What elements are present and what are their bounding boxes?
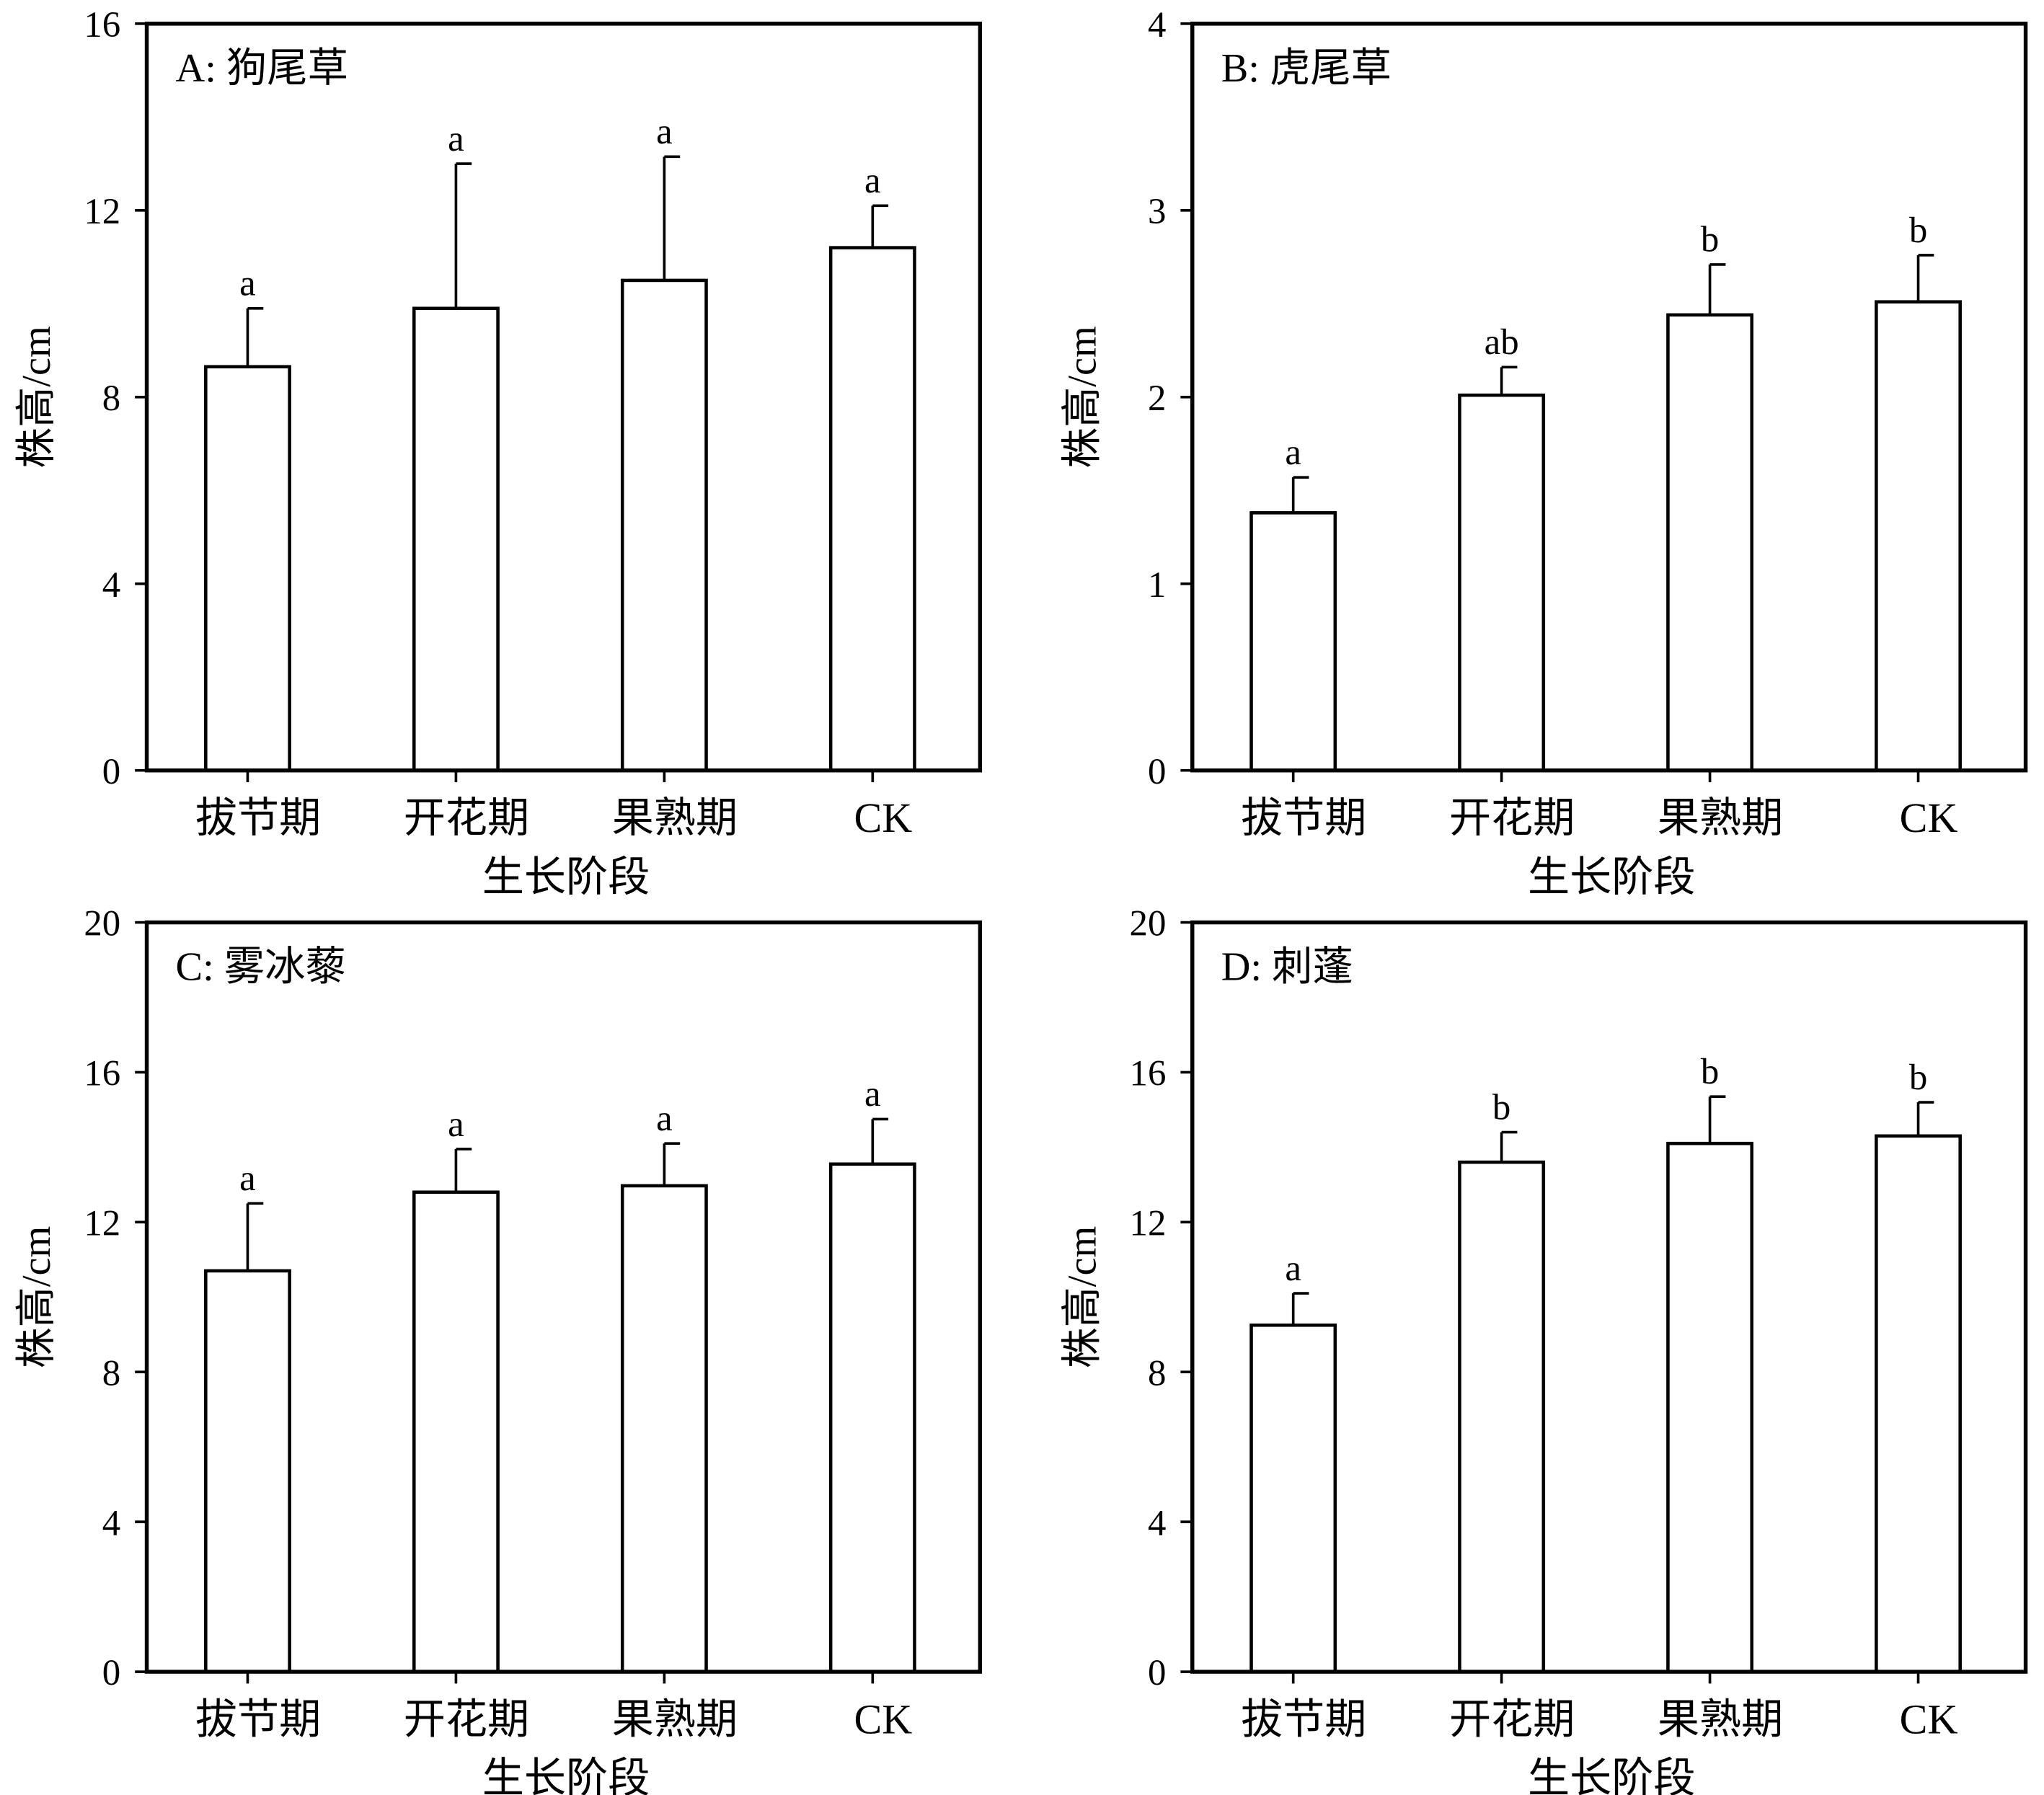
y-axis-label: 株高/cm bbox=[1060, 326, 1105, 468]
y-tick-label: 4 bbox=[1148, 1503, 1166, 1543]
y-tick-label: 12 bbox=[84, 192, 120, 232]
significance-letter: a bbox=[1285, 433, 1301, 473]
bar bbox=[1875, 300, 1962, 772]
x-tick-label: CK bbox=[1900, 794, 1958, 841]
x-tick-label: 果熟期 bbox=[1658, 794, 1783, 841]
x-tick-label: 果熟期 bbox=[612, 794, 738, 841]
significance-letter: a bbox=[239, 1158, 256, 1199]
x-axis-label: 生长阶段 bbox=[1528, 854, 1696, 900]
y-axis-label: 株高/cm bbox=[14, 326, 59, 468]
x-tick-label: 果熟期 bbox=[612, 1696, 738, 1742]
panel-title: A: 狗尾草 bbox=[176, 46, 348, 91]
bar bbox=[1458, 1160, 1546, 1674]
y-tick-label: 16 bbox=[84, 1054, 120, 1094]
significance-letter: ab bbox=[1485, 322, 1519, 363]
y-axis-label: 株高/cm bbox=[14, 1226, 59, 1368]
x-axis-label: 生长阶段 bbox=[1528, 1755, 1696, 1795]
panel-title: C: 雾冰藜 bbox=[176, 944, 346, 989]
x-tick-label: 拔节期 bbox=[1241, 1696, 1366, 1742]
bar bbox=[620, 278, 708, 772]
y-tick-label: 2 bbox=[1148, 378, 1166, 419]
significance-letter: b bbox=[1492, 1087, 1510, 1127]
bar bbox=[1666, 1141, 1754, 1674]
significance-letter: b bbox=[1701, 1052, 1719, 1092]
bar bbox=[620, 1184, 708, 1674]
x-tick-label: 果熟期 bbox=[1658, 1696, 1783, 1742]
y-tick-label: 0 bbox=[102, 1653, 120, 1693]
y-tick-label: 16 bbox=[1130, 1054, 1167, 1094]
x-tick-label: 拔节期 bbox=[195, 1696, 321, 1742]
x-tick-label: 拔节期 bbox=[1241, 794, 1366, 841]
x-tick-label: 拔节期 bbox=[195, 794, 321, 841]
bar bbox=[1458, 393, 1546, 772]
y-tick-label: 0 bbox=[1148, 1653, 1166, 1693]
x-tick-label: CK bbox=[854, 794, 912, 841]
bar bbox=[828, 246, 916, 772]
significance-letter: a bbox=[656, 1099, 673, 1139]
y-tick-label: 4 bbox=[1148, 5, 1166, 45]
x-tick-label: 开花期 bbox=[404, 794, 529, 841]
panel-title: B: 虎尾草 bbox=[1221, 46, 1392, 91]
x-tick-label: CK bbox=[854, 1696, 912, 1742]
bar bbox=[204, 365, 291, 772]
significance-letter: a bbox=[1285, 1249, 1301, 1289]
x-axis-label: 生长阶段 bbox=[482, 1755, 650, 1795]
bar bbox=[1249, 511, 1337, 772]
bar bbox=[828, 1162, 916, 1674]
plot-frame bbox=[144, 920, 983, 1674]
significance-letter: a bbox=[656, 112, 673, 152]
y-tick-label: 20 bbox=[84, 904, 120, 944]
significance-letter: a bbox=[448, 119, 464, 159]
significance-letter: b bbox=[1909, 1058, 1927, 1098]
y-tick-label: 0 bbox=[1148, 752, 1166, 792]
bar bbox=[412, 1190, 500, 1674]
y-tick-label: 4 bbox=[102, 565, 120, 606]
x-tick-label: 开花期 bbox=[1449, 794, 1575, 841]
y-tick-label: 0 bbox=[102, 752, 120, 792]
bar bbox=[1875, 1134, 1962, 1674]
x-axis-label: 生长阶段 bbox=[482, 854, 650, 900]
x-tick-label: 开花期 bbox=[404, 1696, 529, 1742]
significance-letter: a bbox=[239, 264, 256, 304]
x-tick-label: 开花期 bbox=[1449, 1696, 1575, 1742]
y-tick-label: 12 bbox=[84, 1204, 120, 1244]
y-tick-label: 16 bbox=[84, 5, 120, 45]
significance-letter: b bbox=[1909, 210, 1927, 251]
y-axis-label: 株高/cm bbox=[1060, 1226, 1105, 1368]
panel-title: D: 刺蓬 bbox=[1221, 944, 1353, 989]
bar bbox=[204, 1269, 291, 1674]
bar bbox=[1249, 1323, 1337, 1674]
y-tick-label: 4 bbox=[102, 1503, 120, 1543]
plot-frame bbox=[1190, 920, 2028, 1674]
x-tick-label: CK bbox=[1900, 1696, 1958, 1742]
bar bbox=[412, 306, 500, 772]
y-tick-label: 20 bbox=[1130, 904, 1167, 944]
y-tick-label: 8 bbox=[1148, 1353, 1166, 1393]
significance-letter: b bbox=[1701, 220, 1719, 260]
significance-letter: a bbox=[448, 1104, 464, 1145]
y-tick-label: 12 bbox=[1130, 1204, 1167, 1244]
y-tick-label: 8 bbox=[102, 1353, 120, 1393]
significance-letter: a bbox=[864, 161, 881, 201]
y-tick-label: 1 bbox=[1148, 565, 1166, 606]
y-tick-label: 3 bbox=[1148, 192, 1166, 232]
y-tick-label: 8 bbox=[102, 378, 120, 419]
significance-letter: a bbox=[864, 1074, 881, 1114]
bar bbox=[1666, 313, 1754, 772]
